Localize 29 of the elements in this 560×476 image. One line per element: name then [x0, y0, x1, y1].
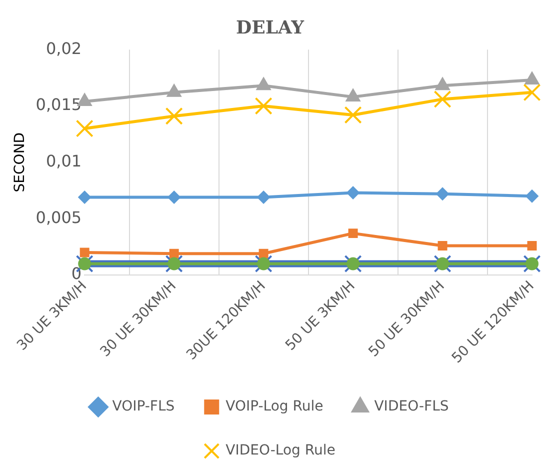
point	[168, 190, 181, 204]
point	[258, 248, 268, 258]
y-tick-label: 0,005	[36, 208, 82, 227]
legend-label: VOIP-FLS	[112, 398, 175, 415]
point	[346, 186, 360, 200]
point	[254, 97, 272, 115]
chart-title: DELAY	[236, 17, 306, 38]
y-tick-label: 0,015	[36, 95, 82, 114]
y-tick-label: 0,01	[46, 151, 82, 170]
point	[436, 187, 450, 200]
point	[434, 90, 452, 108]
y-tick-label: 0,02	[46, 38, 82, 58]
point	[527, 240, 537, 250]
point	[523, 84, 541, 102]
point	[257, 190, 270, 204]
point	[348, 228, 358, 238]
point	[526, 190, 538, 203]
point	[524, 72, 540, 85]
point	[76, 120, 94, 138]
point	[78, 190, 92, 204]
point	[80, 248, 90, 258]
legend-label: VOIP-Log Rule	[226, 398, 324, 415]
y-axis-title: SECOND	[12, 132, 28, 192]
point	[438, 240, 448, 250]
point	[344, 106, 362, 124]
legend-label: VIDEO-FLS	[374, 398, 449, 415]
point	[165, 107, 183, 125]
point	[169, 248, 179, 258]
legend-label: VIDEO-Log Rule	[226, 442, 336, 459]
